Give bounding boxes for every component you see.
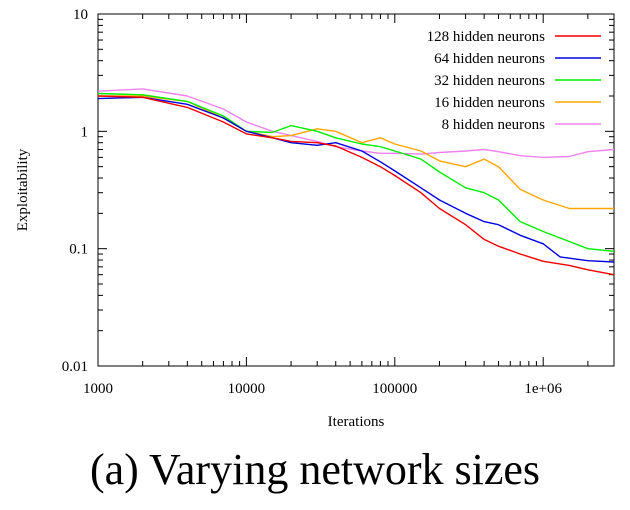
- legend-label: 16 hidden neurons: [434, 95, 545, 111]
- minor-ticks: [98, 14, 615, 366]
- x-tick-label: 1e+06: [524, 381, 562, 397]
- y-axis-label: Exploitability: [15, 148, 31, 231]
- series-line-8: [97, 88, 615, 159]
- x-axis-label: Iterations: [328, 414, 385, 430]
- y-tick-label: 0.1: [69, 242, 88, 258]
- y-tick-label: 10: [73, 7, 88, 23]
- legend-label: 8 hidden neurons: [442, 117, 545, 133]
- chart: 1000 10000 100000 1e+06 0.01 0.1 1 10 Iteration…: [15, 7, 615, 430]
- series-line-16: [98, 95, 614, 210]
- axis-ticks: 1000 10000 100000 1e+06 0.01 0.1 1 10: [62, 7, 614, 397]
- figure-caption: (a) Varying network sizes: [89, 445, 541, 494]
- x-tick-label: 1000: [83, 381, 113, 397]
- series-line-128: [97, 95, 615, 276]
- legend-label: 64 hidden neurons: [434, 51, 545, 67]
- legend-label: 32 hidden neurons: [434, 73, 545, 89]
- x-tick-label: 100000: [372, 381, 417, 397]
- legend-label: 128 hidden neurons: [427, 29, 545, 45]
- legend: 128 hidden neurons 64 hidden neurons 32 hi…: [427, 29, 601, 133]
- series-line-64: [97, 96, 615, 263]
- series-lines: [97, 88, 615, 276]
- x-tick-label: 10000: [228, 381, 266, 397]
- y-tick-label: 0.01: [62, 359, 88, 375]
- series-line-32: [97, 92, 615, 252]
- y-tick-label: 1: [81, 124, 89, 140]
- plot-frame: [97, 13, 615, 367]
